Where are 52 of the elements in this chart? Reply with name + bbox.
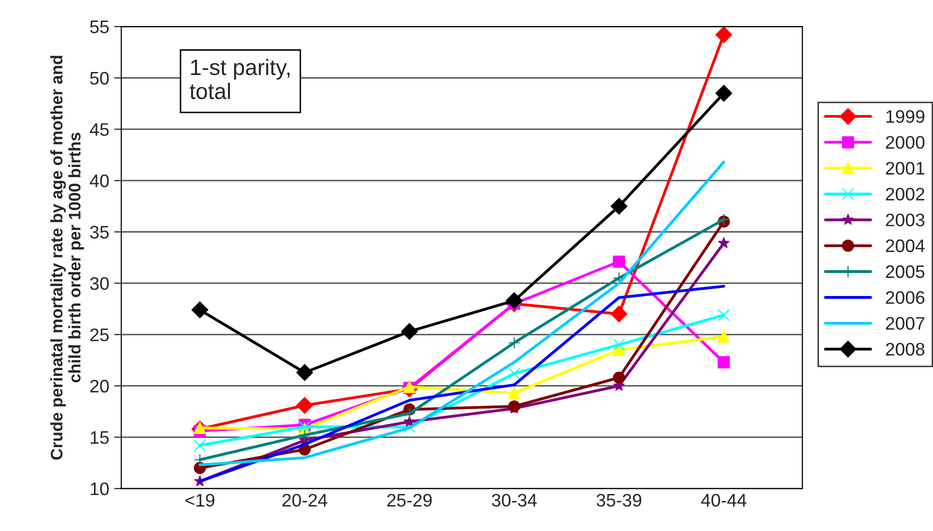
y-tick-label: 45 [90, 123, 109, 136]
point [506, 292, 523, 310]
point [194, 439, 206, 452]
point [508, 336, 520, 349]
point [718, 308, 730, 322]
point [718, 213, 730, 226]
y-tick-label: 20 [90, 380, 109, 393]
point [612, 256, 626, 268]
legend-label: 2000 [886, 136, 924, 149]
legend-label: 2007 [886, 317, 924, 330]
point [610, 198, 628, 215]
x-tick-label: 40-44 [701, 494, 746, 507]
y-tick-label: 50 [90, 72, 109, 85]
point [718, 330, 730, 343]
point [718, 356, 730, 368]
y-tick-label: 15 [90, 431, 109, 444]
point [401, 323, 418, 340]
y-tick-label: 55 [90, 20, 109, 34]
point [715, 26, 732, 44]
point [298, 429, 311, 442]
point [610, 306, 628, 322]
point [296, 364, 314, 381]
y-tick-label: 25 [90, 328, 109, 342]
point [296, 396, 314, 414]
x-tick-label: 30-34 [492, 494, 537, 507]
legend-label: 2006 [886, 291, 924, 304]
point [715, 84, 732, 102]
x-tick-label: <19 [185, 494, 214, 507]
point [612, 344, 626, 356]
point [403, 408, 416, 420]
point [612, 372, 626, 384]
y-tick-label: 35 [90, 226, 109, 239]
x-tick-label: 20-24 [282, 494, 328, 507]
y-tick-label: 10 [90, 482, 109, 496]
legend-label: 1999 [886, 110, 924, 123]
legend-label: 2003 [886, 214, 924, 226]
legend-label: 2002 [886, 188, 924, 200]
legend-label: 2008 [886, 342, 924, 356]
point [508, 367, 520, 380]
y-axis-title: Crude perinatal mortality rate by age of mother and child birth order per 1000 births [50, 56, 84, 460]
x-tick-label: 35-39 [596, 494, 642, 507]
legend-label: 2004 [886, 239, 925, 252]
legend-label: 2005 [886, 265, 924, 278]
y-tick-label: 30 [90, 277, 109, 290]
point [192, 302, 208, 318]
x-tick-label: 25-29 [387, 494, 432, 507]
point [612, 338, 626, 351]
point [718, 237, 730, 248]
annotation: 1-st parity, total [190, 58, 290, 100]
point [508, 386, 520, 400]
legend-label: 2001 [886, 162, 924, 175]
y-tick-label: 40 [90, 174, 109, 188]
